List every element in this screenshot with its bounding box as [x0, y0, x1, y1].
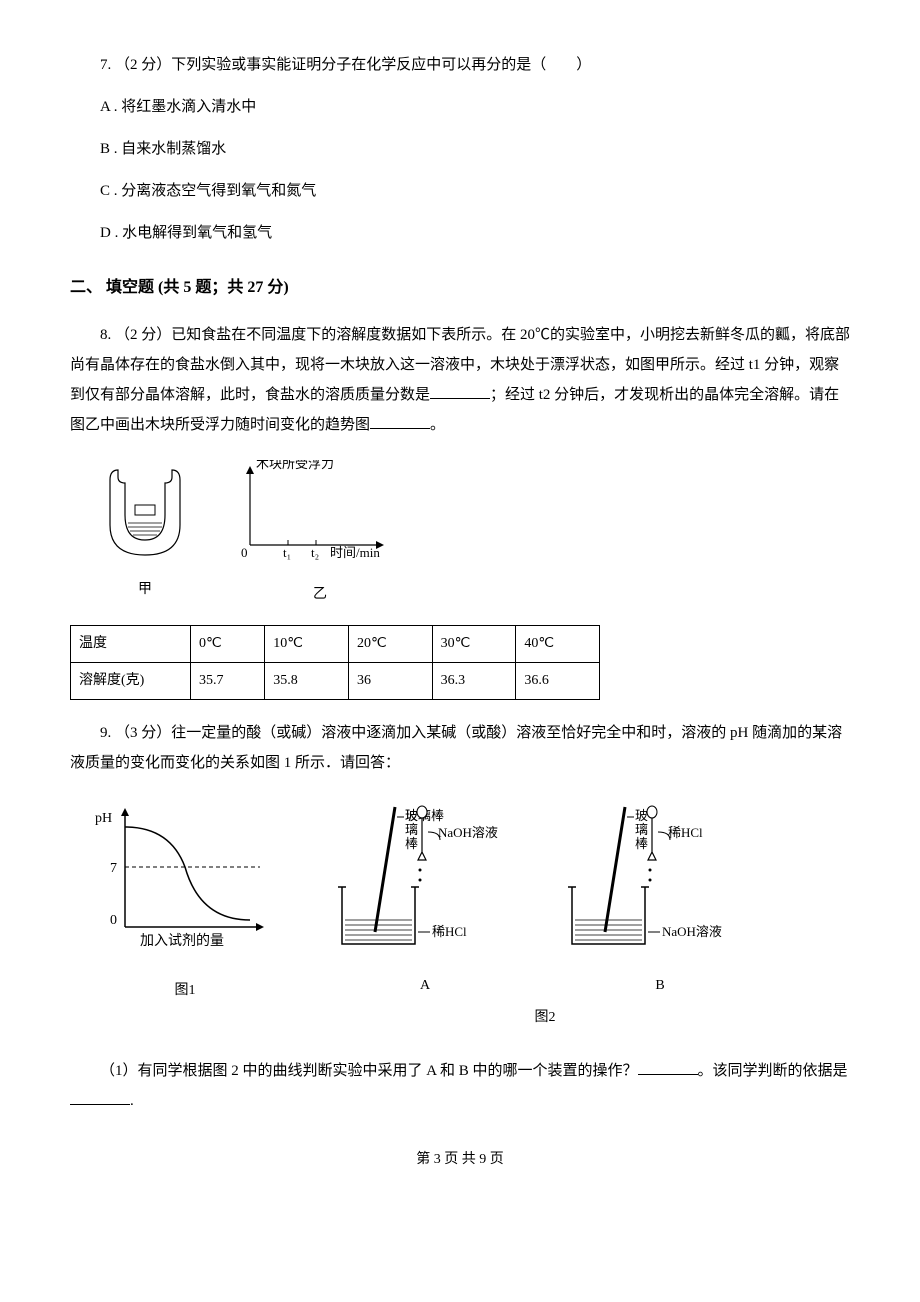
q8-stem-end: 。: [430, 417, 445, 433]
setup-b-caption: B: [560, 972, 760, 1000]
setup-a-icon: 玻璃棒 玻璃棒 NaOH溶液: [330, 802, 520, 957]
svg-text:玻璃棒: 玻璃棒: [635, 808, 648, 851]
y-axis-label: 木块所受浮力: [256, 460, 334, 471]
q9-fig2: 玻璃棒 玻璃棒 NaOH溶液: [330, 802, 760, 1032]
t2-tick: t₂: [311, 545, 319, 560]
ph-curve-icon: pH 7 0 加入试剂的量: [90, 802, 280, 962]
setup-a: 玻璃棒 玻璃棒 NaOH溶液: [330, 802, 520, 1000]
q7-option-d: D . 水电解得到氧气和氢气: [70, 218, 850, 248]
q9-blank-1: [638, 1057, 698, 1075]
beaker-b-label: NaOH溶液: [662, 924, 722, 939]
th-temp: 温度: [71, 626, 191, 663]
ph-tick-7: 7: [110, 861, 117, 876]
fig1-caption: 图1: [90, 977, 280, 1005]
q8-fig-jia: 甲: [100, 465, 190, 604]
td: 36.3: [432, 663, 516, 700]
setup-b: 玻璃棒 稀HCl: [560, 802, 760, 1000]
section-2-title: 二、 填空题 (共 5 题；共 27 分): [70, 272, 850, 304]
q8-figure-row: 甲 木块所受浮力 0 t₁ t₂ 时间/min 乙: [100, 460, 850, 609]
melon-icon: [100, 465, 190, 565]
fig2-caption: 图2: [330, 1004, 760, 1032]
svg-text:玻璃棒: 玻璃棒: [405, 808, 418, 851]
q9-figure-row: pH 7 0 加入试剂的量 图1 玻璃棒 玻璃棒: [90, 802, 850, 1032]
origin-tick: 0: [241, 545, 248, 560]
q8-blank-2: [370, 411, 430, 429]
ph-ylabel: pH: [95, 811, 112, 826]
q7-option-b: B . 自来水制蒸馏水: [70, 134, 850, 164]
td: 35.7: [191, 663, 265, 700]
q9-sub1: （1）有同学根据图 2 中的曲线判断实验中采用了 A 和 B 中的哪一个装置的操…: [70, 1056, 850, 1116]
table-row: 溶解度(克) 35.7 35.8 36 36.3 36.6: [71, 663, 600, 700]
td: 10℃: [265, 626, 349, 663]
t1-tick: t₁: [283, 545, 291, 560]
buoyancy-axes-icon: 木块所受浮力 0 t₁ t₂ 时间/min: [230, 460, 410, 570]
td: 20℃: [348, 626, 432, 663]
q8-fig-jia-label: 甲: [100, 576, 190, 604]
q8-fig-yi: 木块所受浮力 0 t₁ t₂ 时间/min 乙: [230, 460, 410, 609]
ph-xlabel: 加入试剂的量: [140, 933, 224, 949]
setup-a-caption: A: [330, 972, 520, 1000]
x-axis-label: 时间/min: [330, 545, 380, 560]
q9-sub1-end: .: [130, 1093, 134, 1109]
sol-a-label: NaOH溶液: [438, 825, 498, 840]
q8-stem: 8. （2 分）已知食盐在不同温度下的溶解度数据如下表所示。在 20℃的实验室中…: [70, 320, 850, 440]
q8-blank-1: [430, 381, 490, 399]
solubility-table: 温度 0℃ 10℃ 20℃ 30℃ 40℃ 溶解度(克) 35.7 35.8 3…: [70, 625, 600, 700]
td: 36: [348, 663, 432, 700]
td: 0℃: [191, 626, 265, 663]
th-sol: 溶解度(克): [71, 663, 191, 700]
q7-option-c: C . 分离液态空气得到氧气和氮气: [70, 176, 850, 206]
td: 35.8: [265, 663, 349, 700]
sol-b-label: 稀HCl: [668, 825, 703, 840]
q8-fig-yi-label: 乙: [230, 581, 410, 609]
q7-stem: 7. （2 分）下列实验或事实能证明分子在化学反应中可以再分的是（ ）: [70, 50, 850, 80]
q9-sub1-pre: （1）有同学根据图 2 中的曲线判断实验中采用了 A 和 B 中的哪一个装置的操…: [100, 1063, 638, 1079]
q9-stem: 9. （3 分）往一定量的酸（或碱）溶液中逐滴加入某碱（或酸）溶液至恰好完全中和…: [70, 718, 850, 778]
q7-option-a: A . 将红墨水滴入清水中: [70, 92, 850, 122]
beaker-a-label: 稀HCl: [432, 924, 467, 939]
td: 36.6: [516, 663, 600, 700]
td: 40℃: [516, 626, 600, 663]
table-row: 温度 0℃ 10℃ 20℃ 30℃ 40℃: [71, 626, 600, 663]
setup-b-icon: 玻璃棒 稀HCl: [560, 802, 760, 957]
q9-fig1: pH 7 0 加入试剂的量 图1: [90, 802, 280, 1005]
ph-origin: 0: [110, 913, 117, 928]
q9-blank-2: [70, 1087, 130, 1105]
td: 30℃: [432, 626, 516, 663]
page-footer: 第 3 页 共 9 页: [70, 1146, 850, 1174]
q9-sub1-mid: 。该同学判断的依据是: [698, 1063, 848, 1079]
